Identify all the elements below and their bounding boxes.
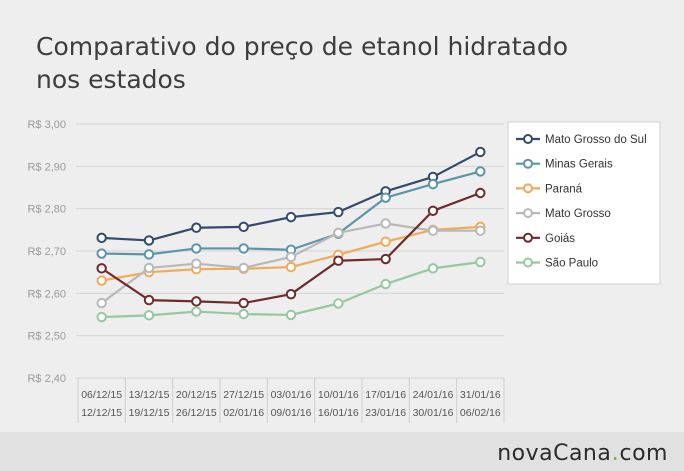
- data-point: [143, 249, 155, 260]
- series-mato-grosso: [96, 218, 486, 309]
- data-point: [380, 236, 391, 247]
- legend-label: Mato Grosso: [545, 208, 611, 220]
- x-tick-label: 13/12/15: [129, 389, 170, 401]
- data-point: [285, 251, 297, 263]
- data-point: [427, 225, 439, 236]
- data-point: [96, 311, 107, 323]
- y-tick-label: R$ 2,70: [27, 246, 66, 258]
- y-tick-label: R$ 3,00: [27, 119, 66, 131]
- x-tick-label: 26/12/15: [176, 407, 217, 419]
- legend-marker: [523, 183, 533, 194]
- x-tick-label: 23/01/16: [365, 407, 406, 419]
- line-chart: R$ 2,40 R$ 2,50 R$ 2,60 R$ 2,70 R$ 2,80 R$ 2,…: [27, 119, 661, 423]
- legend-marker: [523, 232, 533, 243]
- x-axis: 06/12/15 12/12/15 13/12/15 19/12/15 20/12/15…: [77, 378, 505, 423]
- data-point: [285, 288, 297, 300]
- data-point: [333, 206, 344, 218]
- legend-box: [507, 121, 661, 285]
- y-tick-label: R$ 2,90: [27, 161, 66, 173]
- data-point: [380, 218, 391, 229]
- data-point: [191, 306, 202, 317]
- x-tick-label: 10/01/16: [318, 389, 359, 401]
- series-goiás: [96, 187, 486, 309]
- data-point: [427, 205, 439, 216]
- x-tick-label: 30/01/16: [413, 407, 454, 419]
- data-point: [238, 297, 249, 309]
- data-point: [191, 243, 202, 254]
- x-tick-label: 03/01/16: [271, 389, 312, 401]
- data-point: [380, 278, 391, 290]
- x-tick-label: 31/01/16: [460, 389, 501, 401]
- x-tick-label: 02/01/16: [223, 407, 264, 419]
- chart-title: Comparativo do preço de etanol hidratado…: [36, 30, 656, 96]
- x-tick-label: 06/12/15: [81, 389, 122, 401]
- data-point: [333, 227, 344, 238]
- x-tick-label: 20/12/15: [176, 389, 217, 401]
- data-point: [285, 261, 297, 273]
- x-tick-label: 12/12/15: [81, 407, 122, 419]
- data-point: [333, 298, 344, 309]
- series-mato-grosso-do-sul: [96, 146, 486, 246]
- legend-marker: [523, 134, 533, 144]
- x-tick-label: 06/02/16: [460, 407, 501, 419]
- legend-label: Mato Grosso do Sul: [545, 134, 647, 146]
- y-tick-label: R$ 2,60: [27, 288, 66, 300]
- x-tick-label: 16/01/16: [318, 407, 359, 419]
- chart-title-line1: Comparativo do preço de etanol hidratado: [36, 32, 569, 61]
- data-point: [380, 192, 391, 203]
- x-tick-label: 19/12/15: [129, 407, 170, 419]
- legend-label: Paraná: [545, 183, 583, 195]
- series-line: [101, 150, 481, 242]
- brand-dot: .: [611, 438, 620, 466]
- data-point: [427, 178, 439, 190]
- x-tick-label: 17/01/16: [365, 389, 406, 401]
- data-point: [238, 262, 249, 274]
- data-point: [191, 296, 202, 307]
- data-point: [96, 248, 107, 259]
- data-point: [96, 275, 107, 286]
- data-point: [96, 297, 107, 309]
- data-point: [285, 211, 297, 223]
- data-point: [96, 232, 107, 244]
- data-point: [427, 263, 439, 274]
- data-point: [143, 310, 155, 321]
- chart-title-line2: nos estados: [36, 65, 186, 94]
- legend: Mato Grosso do Sul Minas Gerais Paraná Mato…: [507, 121, 661, 285]
- legend-marker: [523, 158, 533, 169]
- data-point: [191, 258, 202, 269]
- data-point: [191, 222, 202, 233]
- data-point: [238, 243, 249, 254]
- legend-label: Minas Gerais: [545, 159, 613, 171]
- data-point: [380, 253, 391, 265]
- data-point: [333, 255, 344, 266]
- data-point: [96, 263, 107, 274]
- brand-text: novaCana: [497, 441, 612, 466]
- data-point: [285, 309, 297, 321]
- legend-marker: [523, 257, 533, 268]
- brand-domain: com: [619, 441, 668, 466]
- y-tick-label: R$ 2,80: [27, 204, 66, 216]
- legend-label: São Paulo: [545, 258, 598, 270]
- footer-bar: [0, 432, 684, 471]
- data-point: [475, 166, 486, 177]
- x-tick-label: 09/01/16: [271, 407, 312, 419]
- brand-logo: novaCana.com: [497, 438, 668, 466]
- legend-label: Goiás: [545, 233, 575, 245]
- data-point: [143, 294, 155, 306]
- data-point: [238, 221, 249, 233]
- x-tick-label: 24/01/16: [413, 389, 454, 401]
- data-point: [475, 225, 486, 236]
- data-point: [475, 187, 486, 199]
- data-point: [475, 256, 486, 268]
- data-point: [143, 235, 155, 246]
- y-tick-label: R$ 2,40: [27, 373, 66, 385]
- y-tick-label: R$ 2,50: [27, 331, 66, 343]
- series-são-paulo: [96, 256, 486, 323]
- data-point: [238, 308, 249, 320]
- legend-marker: [523, 208, 533, 219]
- data-point: [143, 262, 155, 274]
- data-point: [475, 146, 486, 158]
- x-tick-label: 27/12/15: [223, 389, 264, 401]
